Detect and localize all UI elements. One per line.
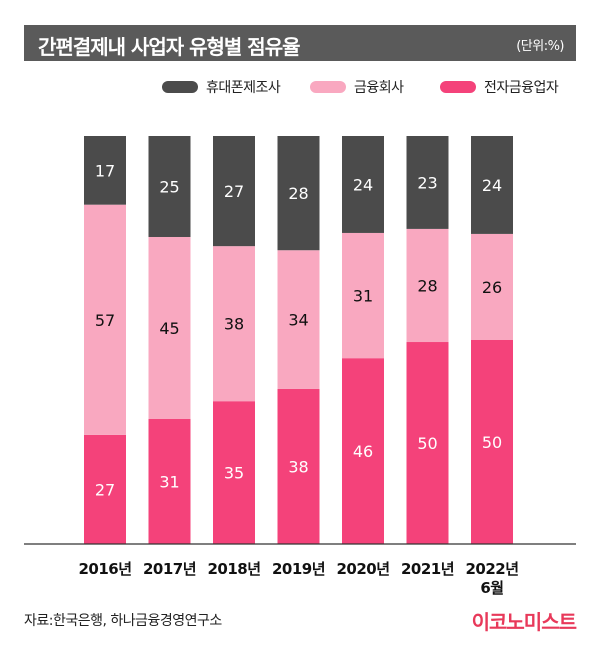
data-label-finance: 31 [353,287,373,306]
data-label-fintech: 38 [288,457,308,476]
data-label-finance: 38 [224,315,244,334]
bar-segment-fintech [213,401,255,544]
x-tick-label: 6월 [480,579,503,597]
bar-segment-finance [213,246,255,402]
bar-segment-device [342,136,384,233]
x-tick-label: 2017년 [143,560,196,578]
data-label-finance: 57 [95,311,115,330]
x-tick-label: 2019년 [272,560,325,578]
x-tick-label: 2021년 [401,560,454,578]
bar-segment-finance [471,233,513,340]
legend-label-device: 휴대폰제조사 [206,80,281,96]
data-label-device: 24 [482,176,502,195]
bar-segment-fintech [277,388,320,544]
bar-segment-fintech [406,342,449,544]
data-label-fintech: 27 [95,480,115,499]
x-tick-label: 2018년 [207,560,260,578]
data-label-fintech: 50 [417,434,437,453]
legend-label-fintech: 전자금융업자 [484,80,559,96]
bar-segment-finance [406,228,449,343]
bar-segment-fintech [342,358,384,544]
bar-segment-device [471,136,513,234]
bar-segment-fintech [471,340,513,544]
bar-segment-fintech [84,434,126,544]
legend-swatch-device [162,81,198,93]
publisher-logo: 이코노미스트 [471,610,577,634]
bar-segment-device [406,136,449,229]
data-label-device: 24 [353,175,373,194]
bar-segment-device [277,136,320,251]
data-label-finance: 26 [482,278,502,297]
data-label-finance: 45 [159,319,179,338]
legend: 휴대폰제조사 금융회사 전자금융업자 [0,77,600,97]
legend-label-finance: 금융회사 [354,80,404,96]
bar-segment-device [84,136,126,205]
data-label-fintech: 35 [224,464,244,483]
data-label-device: 28 [288,184,308,203]
bar-segment-finance [342,232,384,359]
data-label-fintech: 50 [482,433,502,452]
x-tick-label: 2020년 [336,560,389,578]
legend-swatch-fintech [440,81,476,93]
bar-segment-device [213,136,255,247]
legend-item-fintech: 전자금융업자 [440,77,559,97]
x-tick-label: 2022년 [465,560,518,578]
source-note: 자료:한국은행, 하나금융경영연구소 [24,613,222,629]
bar-segment-finance [148,236,191,419]
data-label-fintech: 46 [353,442,373,461]
data-label-fintech: 31 [159,472,179,491]
legend-item-device: 휴대폰제조사 [162,77,281,97]
bar-segment-finance [84,204,126,435]
unit-label: (단위:%) [516,39,564,54]
bar-segment-fintech [148,418,191,544]
title-bar: 간편결제내 사업자 유형별 점유율 (단위:%) [24,25,576,61]
bar-segment-finance [277,250,320,389]
legend-swatch-finance [310,81,346,93]
page-title: 간편결제내 사업자 유형별 점유율 [38,35,300,59]
x-tick-label: 2016년 [78,560,131,578]
data-label-device: 17 [95,161,115,180]
data-label-device: 27 [224,182,244,201]
legend-item-finance: 금융회사 [310,77,404,97]
bar-segment-device [148,136,191,237]
data-label-finance: 28 [417,276,437,295]
data-label-finance: 34 [288,311,308,330]
data-label-device: 25 [159,177,179,196]
stacked-bar-chart: 27 57 17 2016년 31 45 25 2017년 35 38 27 2018년 38 34 28 2… [24,136,576,597]
data-label-device: 23 [417,173,437,192]
